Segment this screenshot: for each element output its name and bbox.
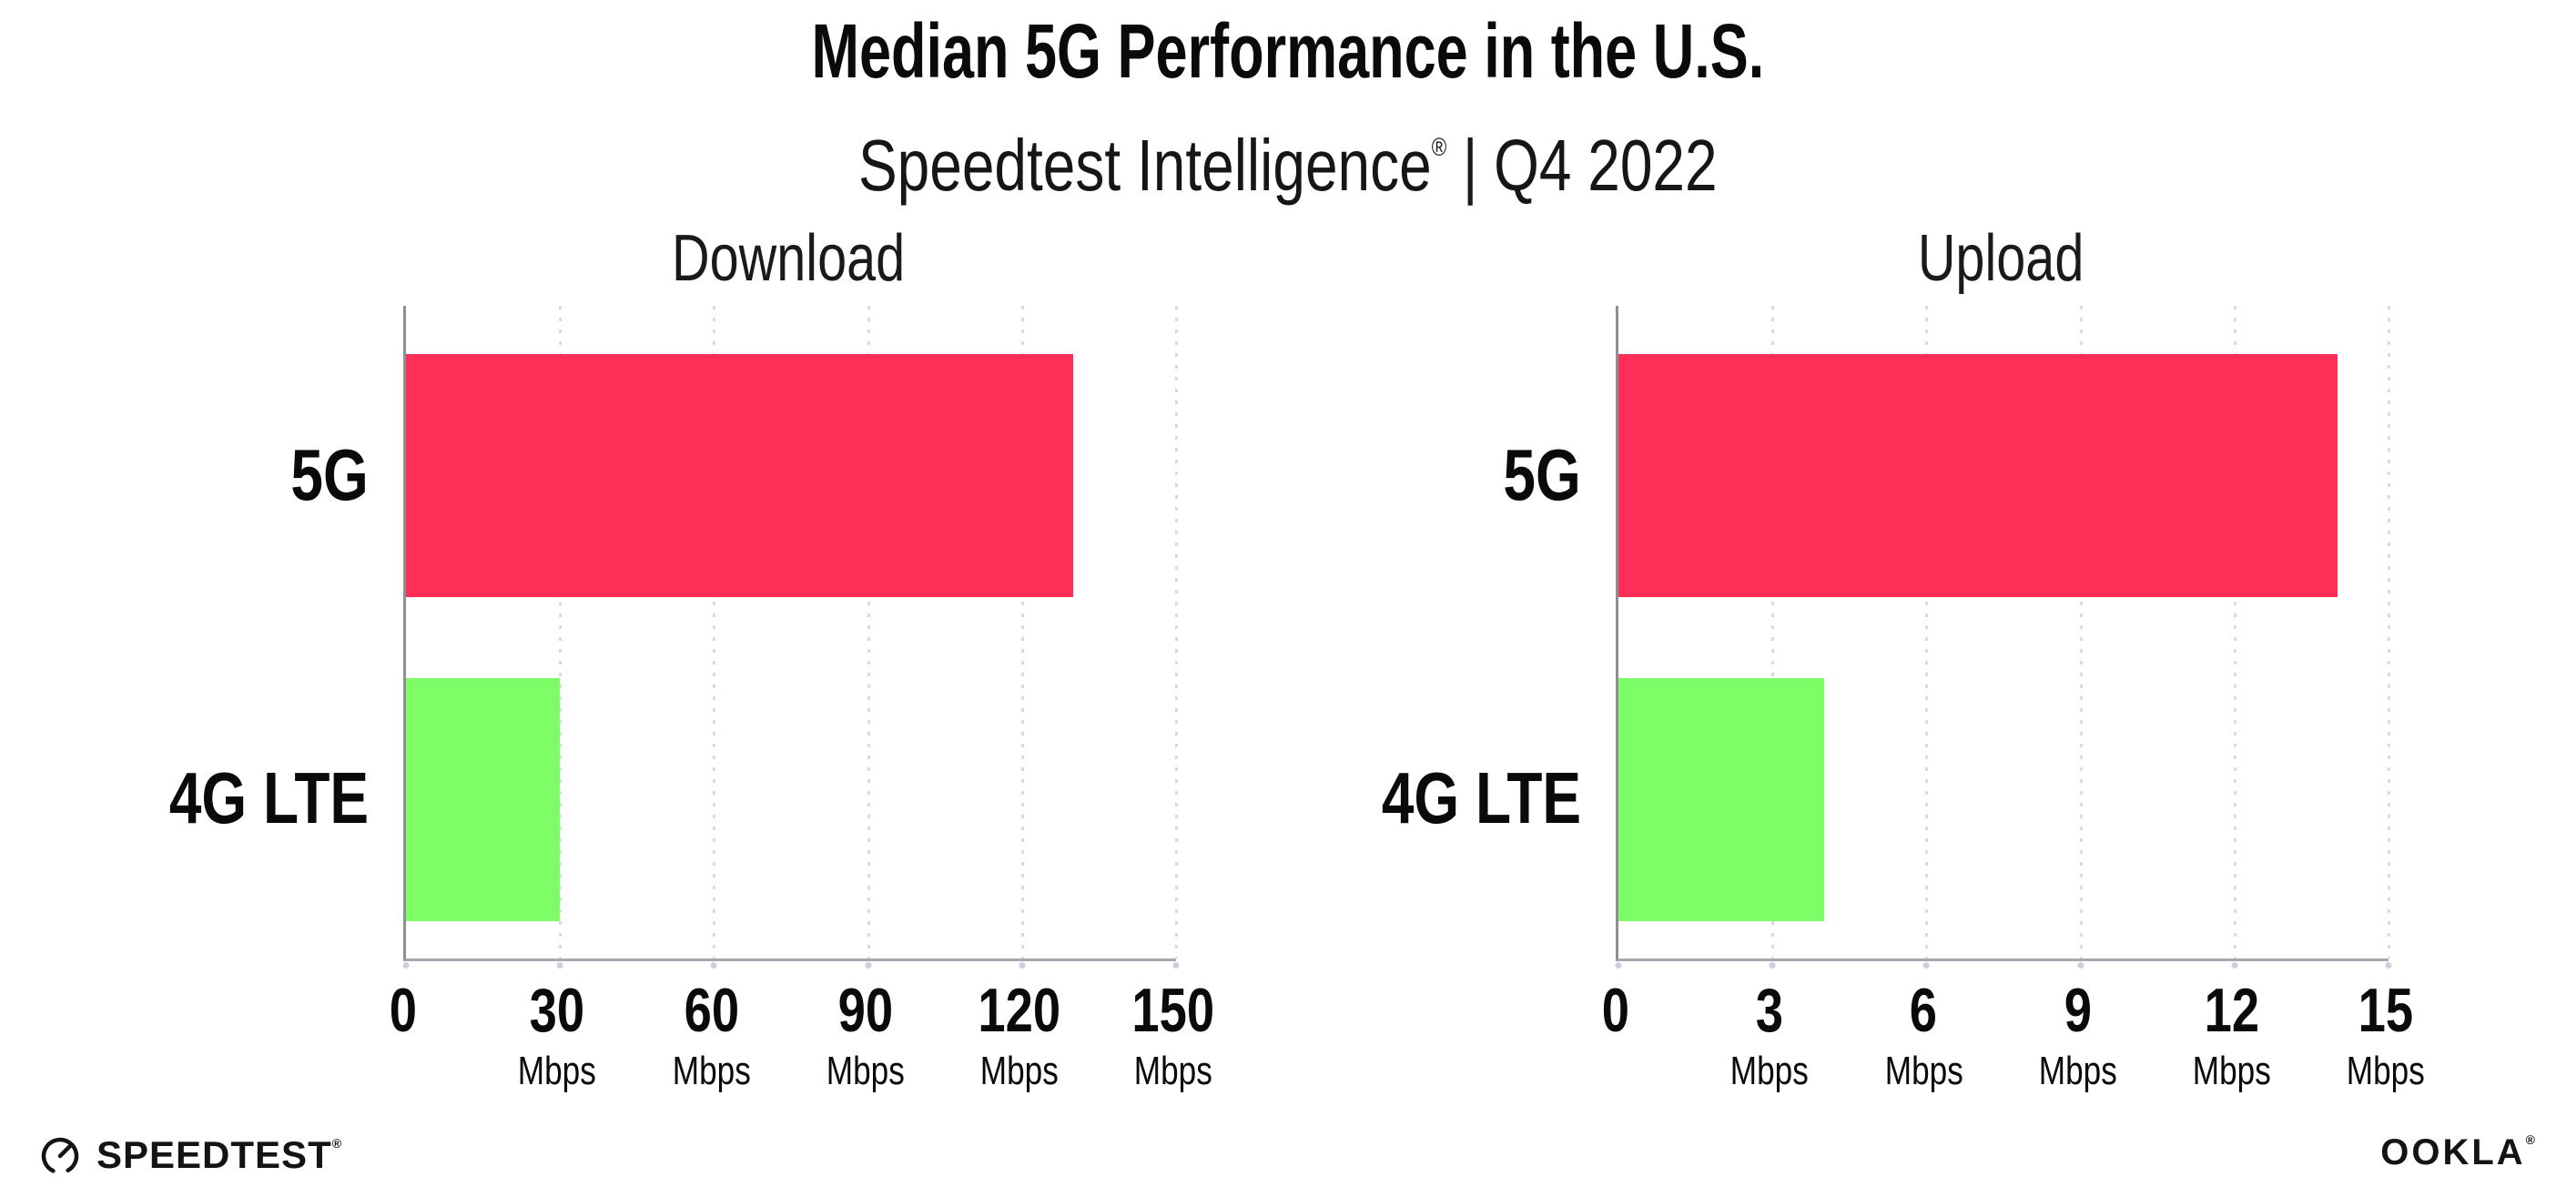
bar-4g-lte [1618,678,1824,922]
x-tick: 150 Mbps [1064,976,1283,1094]
x-tick-unit: Mbps [518,1049,597,1093]
x-tick: 3 Mbps [1660,976,1879,1094]
x-tick-number: 150 [1131,976,1215,1045]
axis-tick-dot [2385,962,2392,969]
category-label-4g-lte: 4G LTE [1381,757,1581,838]
category-label-4g-lte: 4G LTE [168,757,369,838]
registered-mark-icon: ® [2525,1132,2538,1147]
axis-tick-dot [402,962,410,969]
bar-5g [1618,354,2338,597]
x-tick-number: 90 [837,976,893,1045]
gridline [1175,306,1178,959]
gridline [1020,306,1024,959]
x-tick-unit: Mbps [826,1049,905,1093]
gridline [1771,306,1775,959]
speedtest-gauge-icon [41,1137,79,1175]
upload-plot-area [1615,306,2392,969]
page-title-text: Median 5G Performance in the U.S. [811,8,1765,94]
x-tick-unit: Mbps [2192,1049,2271,1093]
x-tick-unit: Mbps [672,1049,751,1093]
axis-tick-dot [556,962,563,969]
download-x-axis: 0 30 Mbps 60 Mbps 90 Mbps 120 Mbps 150 Mbps [390,976,1215,1131]
x-tick-unit: Mbps [1730,1049,1810,1093]
x-tick-number: 120 [978,976,1061,1045]
axis-tick-dot [865,962,872,969]
axis-tick-dot [1922,962,1930,969]
registered-mark-icon: ® [1431,133,1447,161]
x-tick: 6 Mbps [1814,976,2033,1094]
gridline [713,306,716,959]
axis-tick-dot [2231,962,2238,969]
gridline [559,306,563,959]
x-tick-unit: Mbps [2038,1049,2117,1093]
x-tick-number: 6 [1910,976,1938,1045]
x-tick: 60 Mbps [602,976,820,1094]
axis-tick-dot [1769,962,1776,969]
x-tick-number: 60 [684,976,739,1045]
x-tick-number: 9 [2064,976,2092,1045]
x-tick-number: 0 [389,976,418,1045]
subtitle-brand: Speedtest Intelligence [858,125,1432,206]
category-label-5g: 5G [290,434,369,515]
x-tick-number: 3 [1756,976,1784,1045]
gridline [2233,306,2236,959]
ookla-wordmark: OOKLA® [2380,1132,2538,1172]
download-plot-area [402,306,1180,969]
axis-tick-dot [1172,962,1180,969]
gridline [867,306,870,959]
axis-tick-dot [1615,962,1622,969]
axis-tick-dot [2077,962,2084,969]
subtitle-separator: | [1463,125,1478,206]
ookla-logo: OOKLA® [2380,1132,2538,1173]
x-tick: 12 Mbps [2123,976,2341,1094]
x-tick-unit: Mbps [1884,1049,1963,1093]
x-tick-unit: Mbps [1133,1049,1213,1093]
page-title: Median 5G Performance in the U.S. [0,9,2576,93]
upload-x-axis: 0 3 Mbps 6 Mbps 9 Mbps 12 Mbps 15 Mbps [1602,976,2425,1131]
x-tick: 15 Mbps [2277,976,2495,1094]
x-tick: 90 Mbps [756,976,975,1094]
x-tick-unit: Mbps [979,1049,1059,1093]
bar-5g [406,354,1074,597]
x-tick: 0 [1506,976,1725,1045]
page-subtitle: Speedtest Intelligence® | Q4 2022 [0,107,2576,206]
x-tick-number: 30 [529,976,585,1045]
gridline [2079,306,2083,959]
x-tick: 0 [294,976,512,1045]
upload-chart-title: Upload [1917,222,2084,295]
axis-tick-dot [710,962,717,969]
registered-mark-icon: ® [331,1136,343,1151]
x-tick: 120 Mbps [910,976,1129,1094]
x-tick: 30 Mbps [448,976,666,1094]
speedtest-wordmark: SPEEDTEST® [96,1133,343,1176]
speedtest-logo: SPEEDTEST® [38,1133,342,1177]
subtitle-period: Q4 2022 [1494,125,1718,206]
gridline [1925,306,1929,959]
download-chart-title: Download [671,222,906,295]
x-tick-number: 12 [2204,976,2260,1045]
gridline [2388,306,2390,959]
category-label-5g: 5G [1503,434,1581,515]
x-tick-number: 15 [2358,976,2414,1045]
axis-tick-dot [1019,962,1026,969]
x-tick-unit: Mbps [2346,1049,2426,1093]
bar-4g-lte [406,678,561,922]
x-tick: 9 Mbps [1969,976,2187,1094]
x-tick-number: 0 [1601,976,1630,1045]
